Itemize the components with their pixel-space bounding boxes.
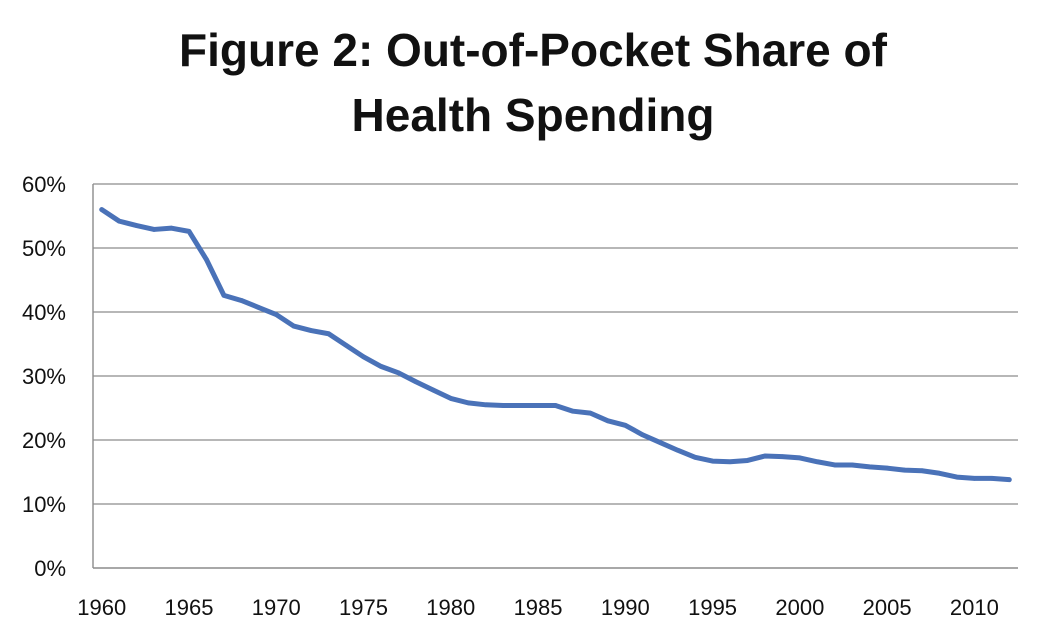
data-point bbox=[570, 408, 576, 414]
x-tick-label: 2010 bbox=[950, 595, 999, 620]
series-layer bbox=[99, 207, 1012, 483]
chart-title-line-2: Health Spending bbox=[352, 89, 715, 141]
data-point bbox=[483, 402, 488, 408]
data-point bbox=[535, 403, 541, 408]
data-point bbox=[605, 418, 611, 424]
data-point bbox=[588, 410, 593, 416]
data-point bbox=[849, 462, 855, 468]
data-point bbox=[465, 400, 471, 406]
data-point bbox=[902, 467, 907, 473]
data-point bbox=[343, 342, 349, 348]
data-point bbox=[1006, 477, 1012, 482]
data-point bbox=[221, 293, 227, 298]
y-tick-label: 50% bbox=[22, 236, 66, 261]
y-gridlines bbox=[93, 183, 1018, 505]
data-point bbox=[308, 328, 314, 333]
y-tick-labels: 0% 10% 20% 30% 40% 50% 60% bbox=[22, 172, 66, 581]
chart-title: Figure 2: Out-of-Pocket Share of Health … bbox=[179, 24, 888, 141]
data-point bbox=[99, 207, 105, 212]
data-point bbox=[884, 465, 890, 471]
data-point bbox=[657, 440, 663, 445]
data-point bbox=[186, 229, 192, 234]
x-tick-label: 1965 bbox=[165, 595, 214, 620]
data-point bbox=[867, 464, 872, 470]
data-point bbox=[116, 218, 122, 224]
data-point bbox=[169, 225, 174, 231]
data-point bbox=[396, 370, 401, 376]
data-point bbox=[448, 396, 454, 401]
data-point bbox=[814, 459, 820, 465]
data-point bbox=[518, 403, 523, 408]
x-tick-label: 1980 bbox=[426, 595, 475, 620]
data-point bbox=[239, 298, 244, 303]
data-point bbox=[361, 354, 366, 360]
data-point bbox=[623, 422, 628, 428]
data-point bbox=[937, 470, 942, 476]
y-tick-label: 30% bbox=[22, 364, 66, 389]
x-tick-label: 2000 bbox=[775, 595, 824, 620]
axes bbox=[92, 184, 1018, 569]
data-point bbox=[919, 468, 925, 474]
y-tick-label: 0% bbox=[34, 556, 66, 581]
data-point bbox=[954, 474, 960, 480]
data-point bbox=[745, 458, 750, 463]
x-tick-label: 2005 bbox=[863, 595, 912, 620]
data-point bbox=[675, 447, 680, 453]
x-tick-labels: 1960 1965 1970 1975 1980 1985 1990 1995 2000 2005… bbox=[77, 595, 999, 620]
x-tick-label: 1960 bbox=[77, 595, 126, 620]
data-point bbox=[727, 459, 733, 465]
data-point bbox=[134, 223, 139, 228]
data-point bbox=[204, 257, 209, 262]
data-point bbox=[972, 476, 977, 481]
x-tick-label: 1990 bbox=[601, 595, 650, 620]
data-point bbox=[797, 455, 803, 461]
data-point bbox=[832, 462, 838, 468]
series-points-0 bbox=[99, 207, 1012, 482]
x-tick-label: 1985 bbox=[514, 595, 563, 620]
data-point bbox=[273, 312, 279, 317]
chart-title-line-1: Figure 2: Out-of-Pocket Share of bbox=[179, 24, 888, 76]
data-point bbox=[431, 387, 436, 393]
x-tick-label: 1975 bbox=[339, 595, 388, 620]
x-tick-label: 1970 bbox=[252, 595, 301, 620]
data-point bbox=[710, 458, 715, 464]
y-tick-label: 10% bbox=[22, 492, 66, 517]
data-point bbox=[151, 227, 157, 232]
data-point bbox=[378, 364, 384, 369]
data-point bbox=[553, 403, 558, 408]
data-point bbox=[780, 454, 785, 459]
data-point bbox=[762, 453, 768, 459]
data-point bbox=[692, 454, 698, 460]
y-tick-label: 40% bbox=[22, 300, 66, 325]
data-point bbox=[500, 403, 506, 408]
data-point bbox=[256, 305, 262, 310]
y-tick-label: 60% bbox=[22, 172, 66, 197]
data-point bbox=[989, 476, 995, 481]
data-point bbox=[326, 331, 331, 337]
data-point bbox=[413, 379, 419, 385]
data-point bbox=[291, 323, 297, 329]
x-tick-label: 1995 bbox=[688, 595, 737, 620]
y-tick-label: 20% bbox=[22, 428, 66, 453]
data-point bbox=[640, 432, 646, 438]
